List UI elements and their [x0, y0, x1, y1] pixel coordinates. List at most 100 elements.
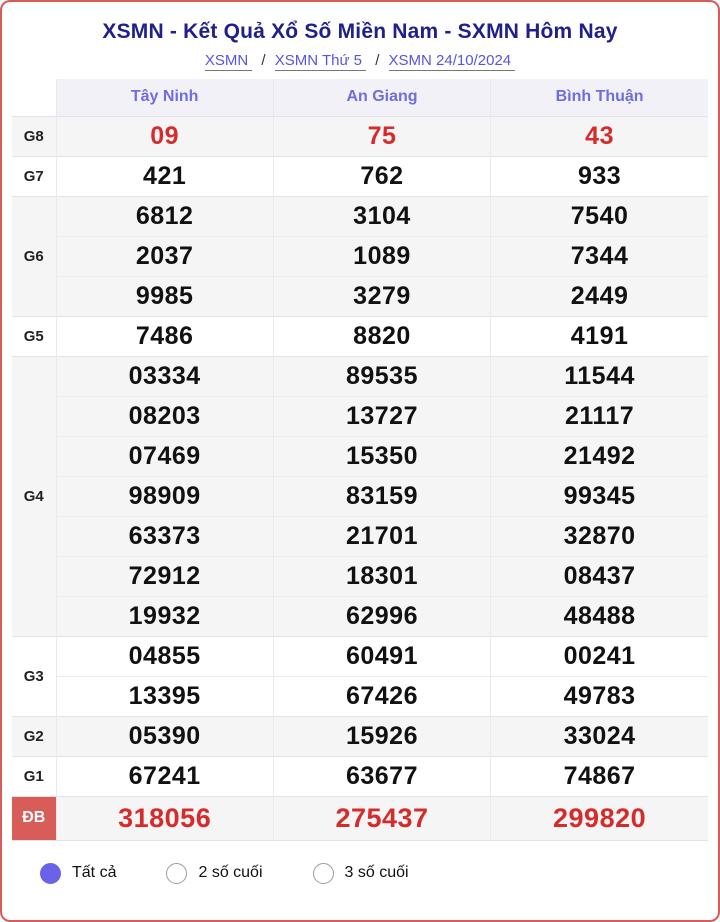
prize-value: 2037 — [55, 235, 274, 276]
prize-value: 2449 — [490, 275, 708, 316]
table-row: G5 7486 8820 4191 — [12, 315, 708, 356]
prize-value: 4191 — [490, 315, 708, 356]
prize-value: 15926 — [272, 715, 491, 756]
prize-label-db: ĐB — [12, 795, 56, 841]
table-row: G2 05390 15926 33024 — [12, 715, 708, 756]
prize-value: 7486 — [55, 315, 274, 356]
prize-value: 13727 — [272, 395, 491, 436]
prize-value: 21701 — [272, 515, 491, 556]
filter-option-label: Tất cả — [72, 864, 117, 881]
table-row-special-prize: ĐB 318056 275437 299820 — [12, 795, 708, 841]
prize-value: 3104 — [272, 195, 491, 236]
radio-empty-icon[interactable] — [312, 862, 334, 884]
prize-value: 67241 — [55, 755, 274, 796]
prize-value: 1089 — [272, 235, 491, 276]
column-header-an-giang: An Giang — [272, 79, 491, 116]
table-row: G3 04855 60491 00241 — [12, 635, 708, 716]
corner-cell — [12, 79, 56, 116]
radio-empty-icon[interactable] — [166, 862, 188, 884]
breadcrumb-link-xsmn-thu-5[interactable]: XSMN Thứ 5 — [274, 52, 367, 71]
table-row: 63373 21701 32870 — [12, 515, 708, 556]
prize-value: 8820 — [272, 315, 491, 356]
prize-value: 67426 — [272, 675, 491, 716]
breadcrumb-link-xsmn-date[interactable]: XSMN 24/10/2024 — [388, 52, 516, 71]
prize-value: 21492 — [490, 435, 708, 476]
prize-value: 98909 — [55, 475, 274, 516]
table-row: 72912 18301 08437 — [12, 555, 708, 596]
results-table: Tây Ninh An Giang Bình Thuận G8 09 75 43… — [12, 79, 708, 841]
table-row: 07469 15350 21492 — [12, 435, 708, 476]
table-row: 2037 1089 7344 — [12, 235, 708, 276]
prize-label-g3: G3 — [12, 635, 56, 716]
prize-value: 08203 — [55, 395, 274, 436]
column-header-tay-ninh: Tây Ninh — [55, 79, 274, 116]
prize-value: 89535 — [272, 355, 491, 396]
prize-value: 09 — [55, 115, 274, 156]
breadcrumb-link-xsmn[interactable]: XSMN — [204, 52, 253, 71]
prize-value: 63677 — [272, 755, 491, 796]
prize-value: 43 — [490, 115, 708, 156]
prize-label-g1: G1 — [12, 755, 56, 796]
prize-value: 6812 — [55, 195, 274, 236]
prize-label-g8: G8 — [12, 115, 56, 156]
prize-label-g4: G4 — [12, 355, 56, 636]
prize-value: 21117 — [490, 395, 708, 436]
prize-value: 04855 — [55, 635, 274, 676]
page-title: XSMN - Kết Quả Xổ Số Miền Nam - SXMN Hôm… — [102, 20, 618, 43]
prize-value: 18301 — [272, 555, 491, 596]
prize-value: 08437 — [490, 555, 708, 596]
prize-value: 60491 — [272, 635, 491, 676]
prize-value: 72912 — [55, 555, 274, 596]
prize-value: 62996 — [272, 595, 491, 636]
display-filter-bar: Tất cả 2 số cuối 3 số cuối — [12, 841, 708, 884]
prize-value: 74867 — [490, 755, 708, 796]
prize-value: 299820 — [490, 795, 708, 841]
prize-value: 318056 — [55, 795, 274, 841]
table-row: 19932 62996 48488 — [12, 595, 708, 636]
prize-value: 49783 — [490, 675, 708, 716]
prize-value: 33024 — [490, 715, 708, 756]
table-header-row: Tây Ninh An Giang Bình Thuận — [12, 79, 708, 116]
prize-value: 15350 — [272, 435, 491, 476]
table-row: 13395 67426 49783 — [12, 675, 708, 716]
prize-label-g2: G2 — [12, 715, 56, 756]
table-row: 9985 3279 2449 — [12, 275, 708, 316]
table-row: G4 03334 89535 11544 — [12, 355, 708, 636]
prize-value: 75 — [272, 115, 491, 156]
prize-value: 275437 — [272, 795, 491, 841]
table-row: G6 6812 3104 7540 — [12, 195, 708, 316]
table-row: G1 67241 63677 74867 — [12, 755, 708, 796]
prize-value: 9985 — [55, 275, 274, 316]
column-header-binh-thuan: Bình Thuận — [490, 79, 708, 116]
prize-value: 933 — [490, 155, 708, 196]
prize-value: 03334 — [55, 355, 274, 396]
prize-value: 48488 — [490, 595, 708, 636]
filter-option-label: 3 số cuối — [344, 864, 409, 881]
prize-value: 07469 — [55, 435, 274, 476]
prize-label-g6: G6 — [12, 195, 56, 316]
breadcrumb: XSMN / XSMN Thứ 5 / XSMN 24/10/2024 — [12, 52, 708, 71]
prize-value: 63373 — [55, 515, 274, 556]
table-row: G7 421 762 933 — [12, 155, 708, 196]
prize-value: 19932 — [55, 595, 274, 636]
prize-value: 05390 — [55, 715, 274, 756]
prize-value: 7344 — [490, 235, 708, 276]
breadcrumb-separator: / — [261, 52, 266, 69]
prize-value: 421 — [55, 155, 274, 196]
filter-option-last-3-digits[interactable]: 3 số cuối — [312, 862, 409, 884]
prize-value: 13395 — [55, 675, 274, 716]
radio-filled-icon[interactable] — [40, 862, 61, 884]
prize-label-g7: G7 — [12, 155, 56, 196]
prize-value: 00241 — [490, 635, 708, 676]
prize-value: 762 — [272, 155, 491, 196]
filter-option-last-2-digits[interactable]: 2 số cuối — [166, 862, 263, 884]
filter-option-all[interactable]: Tất cả — [40, 862, 117, 884]
prize-label-g5: G5 — [12, 315, 56, 356]
prize-value: 99345 — [490, 475, 708, 516]
prize-value: 11544 — [490, 355, 708, 396]
prize-value: 32870 — [490, 515, 708, 556]
table-row: G8 09 75 43 — [12, 115, 708, 156]
prize-value: 3279 — [272, 275, 491, 316]
prize-value: 83159 — [272, 475, 491, 516]
prize-value: 7540 — [490, 195, 708, 236]
